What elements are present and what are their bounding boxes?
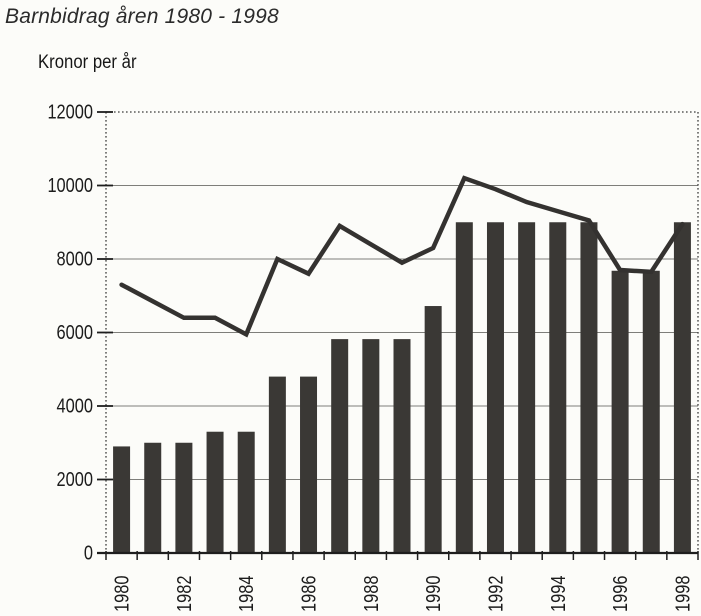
bar-1992 xyxy=(486,222,504,553)
bar-1982 xyxy=(175,442,193,553)
bar-1990 xyxy=(424,306,442,553)
chart-title: Barnbidrag åren 1980 - 1998 xyxy=(5,5,279,28)
bar-1991 xyxy=(455,222,473,553)
x-tick-label-1988: 1988 xyxy=(359,576,382,612)
bar-1985 xyxy=(268,376,286,553)
bar-1986 xyxy=(300,376,318,553)
x-tick-label-1996: 1996 xyxy=(609,576,632,612)
x-tick-label-1992: 1992 xyxy=(484,576,507,612)
bar-1984 xyxy=(237,431,255,553)
value-line xyxy=(119,175,685,338)
bar-1980 xyxy=(113,446,131,553)
bar-1995 xyxy=(580,222,598,553)
bar-1981 xyxy=(144,442,162,553)
bar-1994 xyxy=(549,222,567,553)
bar-1997 xyxy=(642,270,660,553)
x-tick-label-1998: 1998 xyxy=(671,576,694,612)
bar-1989 xyxy=(393,339,411,553)
y-tick-label-10000: 10000 xyxy=(47,173,93,196)
bar-1996 xyxy=(611,270,629,553)
x-tick-label-1982: 1982 xyxy=(172,576,195,612)
y-axis-label: Kronor per år xyxy=(38,52,137,73)
bar-1988 xyxy=(362,339,380,553)
x-tick-label-1980: 1980 xyxy=(110,576,133,612)
y-tick-label-6000: 6000 xyxy=(57,320,93,343)
x-tick-label-1986: 1986 xyxy=(297,576,320,612)
x-tick-label-1990: 1990 xyxy=(422,576,445,612)
x-tick-label-1994: 1994 xyxy=(546,576,569,612)
x-tick-label-1984: 1984 xyxy=(235,576,258,612)
y-tick-label-8000: 8000 xyxy=(57,247,93,270)
bar-1998 xyxy=(673,222,691,553)
bar-1993 xyxy=(518,222,536,553)
bar-1983 xyxy=(206,431,224,553)
y-tick-label-2000: 2000 xyxy=(57,467,93,490)
y-tick-label-12000: 12000 xyxy=(47,100,93,123)
y-tick-label-4000: 4000 xyxy=(57,394,93,417)
y-tick-label-0: 0 xyxy=(84,541,93,564)
bar-1987 xyxy=(331,339,349,553)
